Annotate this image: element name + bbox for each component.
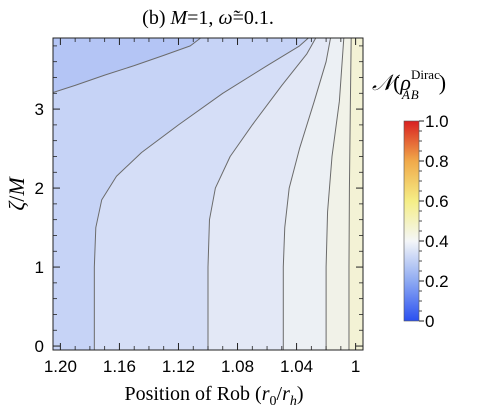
x-axis-label: Position of Rob (r0/rh) <box>124 383 303 409</box>
x-label-slash: / <box>277 383 283 405</box>
plot-area: 1.20 1.16 1.12 1.08 1.04 1 0 1 2 3 <box>35 37 364 376</box>
y-label-m: M <box>4 176 29 197</box>
colorbar-tick-label: 0.8 <box>425 152 449 171</box>
contour-lines <box>53 38 352 350</box>
x-tick-label: 1 <box>351 357 360 376</box>
y-axis-ticks: 0 1 2 3 <box>35 45 363 356</box>
y-label-slash: / <box>4 195 29 202</box>
cb-label-sup: Dirac <box>411 67 440 82</box>
cb-label-sub-a: A <box>401 87 410 102</box>
title-m: M <box>169 7 188 29</box>
colorbar-ticks: 0 0.2 0.4 0.6 0.8 1.0 <box>419 112 449 331</box>
y-tick-label: 1 <box>35 258 44 277</box>
colorbar-tick-label: 1.0 <box>425 112 449 131</box>
contour-line-0 <box>53 38 201 93</box>
cb-label-open: ( <box>393 70 400 95</box>
contour-fills <box>53 38 363 350</box>
x-tick-label: 1.16 <box>103 357 136 376</box>
x-label-r0-sub: 0 <box>270 394 277 409</box>
contour-line-3 <box>282 38 332 350</box>
title-eq1: =1, <box>187 7 218 29</box>
colorbar-tick-label: 0.4 <box>425 232 449 251</box>
colorbar-tick-label: 0.2 <box>425 272 449 291</box>
y-tick-label: 0 <box>35 337 44 356</box>
colorbar-tick-label: 0 <box>425 312 434 331</box>
cb-label-sub-b: B <box>411 87 419 102</box>
title-panel: (b) <box>142 7 170 29</box>
x-label-close: ) <box>297 383 304 405</box>
x-label-rh: r <box>282 383 290 405</box>
x-axis-ticks: 1.20 1.16 1.12 1.08 1.04 1 <box>44 38 360 376</box>
contour-line-4 <box>325 38 345 350</box>
x-tick-label: 1.04 <box>280 357 313 376</box>
band-6 <box>348 38 363 350</box>
y-tick-label: 3 <box>35 100 44 119</box>
colorbar-tick-label: 0.6 <box>425 192 449 211</box>
colorbar-gradient <box>403 120 420 322</box>
cb-label-rho: ρ <box>399 70 411 95</box>
contour-line-2 <box>207 38 317 350</box>
x-tick-label: 1.20 <box>44 357 77 376</box>
colorbar: 0 0.2 0.4 0.6 0.8 1.0 <box>403 112 449 331</box>
colorbar-label: 𝒩(ρDirac AB) <box>372 67 446 102</box>
y-label-zeta: ζ <box>4 200 29 211</box>
chart-title: (b) M=1, ω̃=0.1. <box>142 7 274 29</box>
x-label-main: Position of Rob ( <box>124 383 262 405</box>
title-eq2: =0.1. <box>233 7 274 29</box>
x-label-r0: r <box>262 383 270 405</box>
cb-label-close: ) <box>439 70 446 95</box>
x-tick-label: 1.08 <box>221 357 254 376</box>
band-0 <box>53 38 201 93</box>
y-tick-label: 2 <box>35 179 44 198</box>
x-tick-label: 1.12 <box>162 357 195 376</box>
contour-line-1 <box>93 38 309 350</box>
contour-line-5 <box>348 38 352 350</box>
x-label-rh-sub: h <box>290 394 297 409</box>
y-axis-label: ζ/M <box>4 176 29 211</box>
